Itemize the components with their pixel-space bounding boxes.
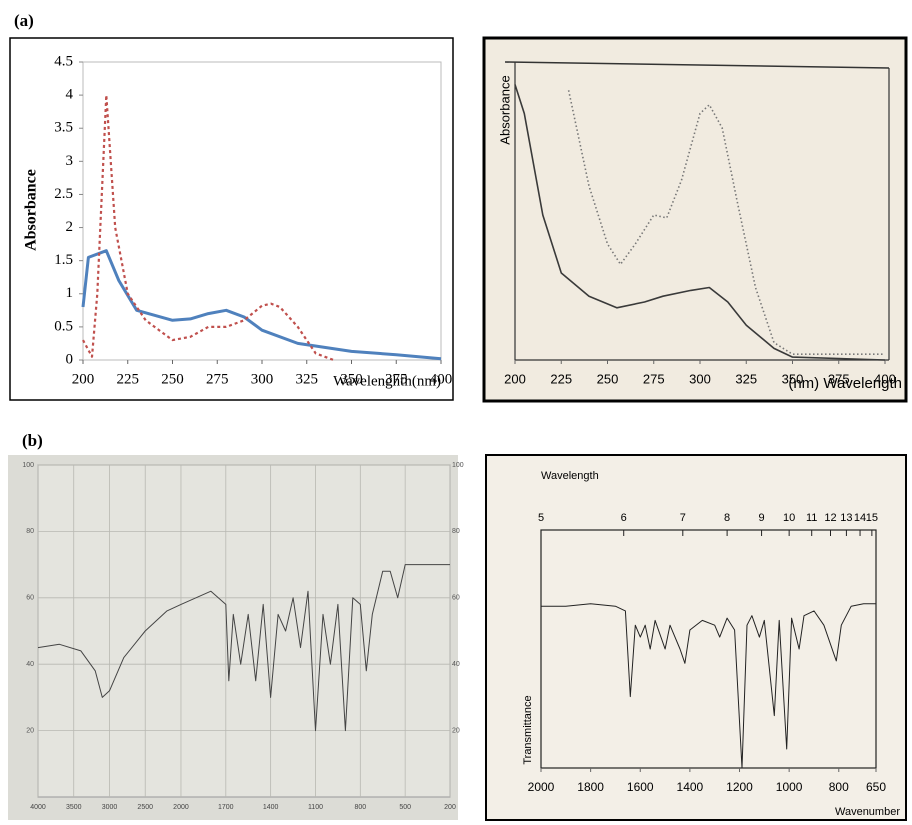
x-tick-label: 225 [550,371,572,386]
frame-line [504,61,890,69]
top-tick-label: 15 [866,512,878,524]
top-tick-label: 6 [621,512,627,524]
top-tick-label: 5 [538,512,544,524]
x-tick-label: 3000 [102,804,118,811]
x-tick-label: 400 [430,371,453,387]
y-tick-label: 60 [452,595,460,602]
y-tick-label: 1.5 [54,252,73,268]
x-axis-label: Wavenumber [835,806,900,818]
panel-frame [482,36,908,403]
y-tick-label: 0 [66,351,74,367]
x-axis-label: Wavelenghth(nm) [333,373,441,389]
x-tick-label: 200 [504,371,526,386]
x-tick-label: 1400 [263,804,279,811]
top-tick-label: 11 [806,512,817,524]
x-tick-label: 1000 [776,780,803,794]
top-axis-label: Wavelength [541,470,599,482]
x-tick-label: 2000 [528,780,555,794]
x-tick-label: 1400 [677,780,704,794]
x-tick-label: 250 [597,371,619,386]
y-tick-label: 80 [452,528,460,535]
x-tick-label: 300 [689,371,711,386]
y-tick-label: 40 [26,661,34,668]
x-tick-label: 4000 [30,804,46,811]
top-tick-label: 10 [783,512,795,524]
x-tick-label: 200 [444,804,456,811]
x-tick-label: 1800 [577,780,604,794]
y-tick-label: 100 [452,462,464,469]
y-tick-label: 0.5 [54,318,73,334]
x-tick-label: 275 [643,371,665,386]
x-tick-label: 325 [735,371,757,386]
y-tick-label: 80 [26,528,34,535]
x-tick-label: 1200 [726,780,753,794]
x-tick-label: 2000 [173,804,189,811]
y-tick-label: 3.5 [54,120,73,136]
y-tick-label: 1 [66,285,74,301]
y-tick-label: 20 [26,727,34,734]
top-tick-label: 14 [854,512,866,524]
series-line [567,90,885,355]
y-axis-label: Transmittance [522,695,534,764]
y-tick-label: 40 [452,661,460,668]
x-tick-label: 400 [874,371,896,386]
series-line [81,249,442,361]
series-line [541,603,876,769]
panel-label: (b) [22,431,43,450]
y-tick-label: 2 [66,219,74,235]
x-tick-label: 800 [829,780,849,794]
top-tick-label: 7 [680,512,686,524]
x-tick-label: 300 [251,371,274,387]
x-tick-label: 200 [72,371,95,387]
x-tick-label: 250 [161,371,184,387]
y-tick-label: 3 [66,153,74,169]
x-tick-label: 225 [117,371,140,387]
y-axis-label: Absorbance [23,169,40,251]
x-tick-label: 650 [866,780,886,794]
x-axis-label: (nm) Wavelength [788,375,902,392]
x-tick-label: 275 [206,371,229,387]
y-tick-label: 20 [452,727,460,734]
x-tick-label: 3500 [66,804,82,811]
x-tick-label: 375 [828,371,850,386]
x-tick-label: 500 [399,804,411,811]
x-tick-label: 350 [782,371,804,386]
x-tick-label: 325 [296,371,319,387]
top-tick-label: 13 [840,512,852,524]
x-tick-label: 1100 [308,804,323,811]
panel-frame [9,37,454,401]
panel-frame [485,454,907,821]
series-line [514,84,886,361]
top-tick-label: 9 [759,512,765,524]
x-tick-label: 350 [340,371,363,387]
x-tick-label: 1600 [627,780,654,794]
y-tick-label: 4.5 [54,53,73,69]
top-tick-label: 12 [824,512,836,524]
y-tick-label: 2.5 [54,186,73,202]
y-tick-label: 4 [66,87,74,103]
x-tick-label: 2500 [137,804,153,811]
panel-label: (a) [14,11,34,30]
x-tick-label: 1700 [218,804,234,811]
top-tick-label: 8 [724,512,730,524]
x-tick-label: 375 [385,371,408,387]
y-tick-label: 60 [26,595,34,602]
series-line [82,94,334,362]
y-tick-label: 100 [22,462,34,469]
chart-paper [37,464,451,798]
y-axis-label: Absorbance [497,75,512,144]
x-tick-label: 800 [354,804,366,811]
series-line [37,564,450,732]
plot-area [540,529,877,769]
